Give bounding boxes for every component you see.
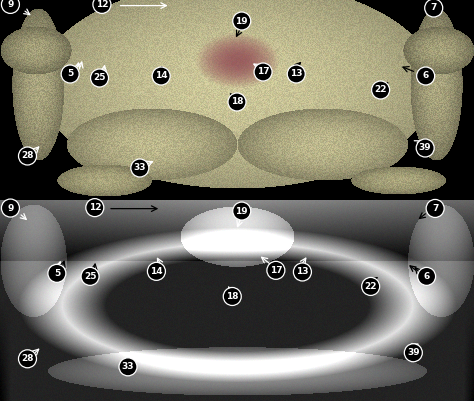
Circle shape	[18, 350, 36, 368]
Circle shape	[362, 277, 380, 296]
Circle shape	[48, 264, 66, 282]
Text: 18: 18	[226, 292, 238, 301]
Text: 18: 18	[231, 97, 243, 107]
Text: 7: 7	[432, 204, 438, 213]
Text: 22: 22	[374, 85, 387, 95]
Text: 39: 39	[419, 144, 431, 152]
Text: 9: 9	[7, 0, 14, 9]
Text: 17: 17	[270, 266, 282, 275]
Text: 28: 28	[21, 354, 34, 363]
Text: 13: 13	[296, 267, 309, 276]
Circle shape	[228, 93, 246, 111]
Circle shape	[91, 69, 109, 87]
Circle shape	[233, 12, 251, 30]
Circle shape	[93, 0, 111, 13]
Circle shape	[1, 0, 19, 13]
Circle shape	[293, 263, 311, 281]
Text: 33: 33	[122, 363, 134, 371]
Circle shape	[223, 288, 241, 306]
Text: 25: 25	[84, 272, 96, 281]
Circle shape	[254, 63, 272, 81]
Circle shape	[404, 344, 422, 362]
Circle shape	[61, 65, 79, 83]
Text: 14: 14	[150, 267, 163, 276]
Text: 6: 6	[422, 71, 429, 81]
Circle shape	[119, 358, 137, 376]
Circle shape	[416, 139, 434, 157]
Circle shape	[267, 261, 285, 279]
Text: 17: 17	[257, 67, 269, 77]
Circle shape	[1, 199, 19, 217]
Text: 19: 19	[236, 16, 248, 26]
Text: 13: 13	[290, 69, 302, 79]
Circle shape	[18, 147, 36, 165]
Text: 12: 12	[89, 203, 101, 212]
Circle shape	[372, 81, 390, 99]
Circle shape	[426, 199, 444, 217]
Text: 6: 6	[423, 272, 430, 281]
Text: 7: 7	[430, 4, 437, 12]
Circle shape	[147, 262, 165, 280]
Text: 5: 5	[67, 69, 73, 79]
Text: 25: 25	[93, 73, 106, 83]
Circle shape	[233, 202, 251, 220]
Circle shape	[152, 67, 170, 85]
Text: 14: 14	[155, 71, 167, 81]
Text: 9: 9	[7, 204, 14, 213]
Circle shape	[417, 67, 435, 85]
Circle shape	[287, 65, 305, 83]
Text: 39: 39	[407, 348, 419, 357]
Text: 22: 22	[365, 282, 377, 291]
Circle shape	[131, 159, 149, 177]
Text: 28: 28	[21, 152, 34, 160]
Text: 33: 33	[134, 164, 146, 172]
Circle shape	[418, 267, 436, 286]
Circle shape	[86, 198, 104, 217]
Text: 12: 12	[96, 0, 108, 9]
Circle shape	[425, 0, 443, 17]
Text: 5: 5	[54, 269, 60, 278]
Text: 19: 19	[236, 207, 248, 216]
Circle shape	[81, 267, 99, 286]
